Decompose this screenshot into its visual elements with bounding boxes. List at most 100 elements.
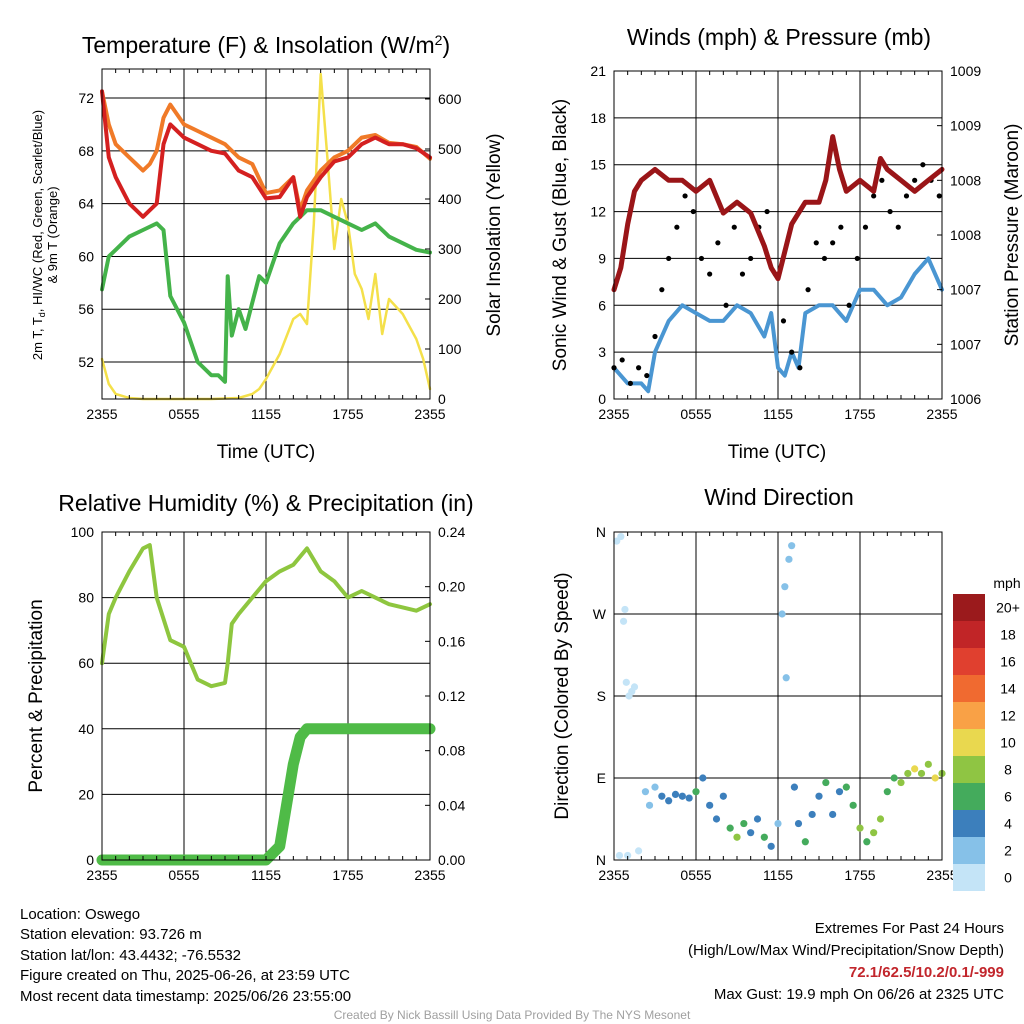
colorbar-label: 14 — [1000, 681, 1016, 697]
direction-point — [641, 788, 650, 796]
created-text: Figure created on Thu, 2025-06-26, at 23… — [20, 967, 350, 985]
colorbar-swatch — [953, 783, 985, 810]
winds-y2tick-label: 1007 — [950, 336, 981, 352]
rh-ytick-label: 80 — [78, 590, 94, 606]
temp-xtick-label: 2355 — [86, 406, 117, 422]
colorbar-swatch — [953, 810, 985, 837]
gust-point — [780, 318, 787, 324]
winds-ytick-label: 15 — [590, 157, 606, 173]
gust-point — [707, 271, 713, 277]
colorbar-label: 20+ — [996, 600, 1020, 616]
direction-point — [622, 678, 630, 686]
temp-xtick-label: 0555 — [168, 406, 199, 422]
gust-point — [644, 372, 650, 379]
direction-point — [785, 555, 793, 563]
temp-ytick-label: 56 — [78, 301, 94, 317]
temp-grid — [101, 69, 431, 399]
direction-point — [733, 833, 741, 841]
winds-panel: Winds (mph) & Pressure (mb) 2355 0555 1155… — [550, 24, 1023, 463]
colorbar-label: 4 — [1004, 816, 1012, 832]
direction-panel: Wind Direction 2355 0555 1155 1755 2355NESWN… — [552, 484, 1021, 891]
gust-point — [920, 162, 926, 168]
rh-y2tick-label: 0.16 — [438, 633, 465, 649]
winds-xtick-label: 2355 — [926, 406, 957, 422]
rh-series-rh — [100, 543, 432, 689]
location-text: Location: Oswego — [20, 906, 141, 923]
colorbar-swatch — [953, 621, 985, 648]
direction-title: Wind Direction — [704, 484, 854, 510]
gust-point — [739, 271, 746, 277]
temp-ytick-label: 64 — [78, 196, 94, 212]
gust-point — [731, 224, 737, 230]
winds-y2tick-label: 1006 — [950, 391, 981, 407]
rh-panel: Relative Humidity (%) & Precipitation (i… — [26, 490, 474, 883]
colorbar-label: 10 — [1000, 735, 1016, 751]
gust-point — [636, 365, 642, 371]
direction-point — [726, 824, 734, 832]
gust-point — [690, 208, 696, 215]
direction-ytick-label: N — [596, 852, 606, 868]
gust-point — [895, 224, 901, 230]
gust-point — [879, 177, 885, 183]
winds-ylabel-right: Station Pressure (Maroon) — [1002, 124, 1023, 347]
winds-y2tick-label: 1009 — [950, 118, 981, 134]
rh-series-precip — [96, 723, 436, 866]
direction-ytick-label: S — [597, 688, 606, 704]
direction-grid — [613, 531, 943, 861]
rh-ylabel: Percent & Precipitation — [26, 599, 47, 792]
direction-point — [712, 815, 721, 823]
gust-point — [666, 255, 672, 262]
speed-colorbar: 20+ 18 16 14 12 10 8 6 4 2 0 — [953, 594, 1020, 891]
colorbar-label: 18 — [1000, 627, 1016, 643]
direction-point — [788, 542, 796, 550]
gust-point — [805, 287, 811, 293]
temp-series-t9m — [100, 89, 432, 213]
direction-point — [651, 783, 659, 791]
direction-point — [719, 792, 727, 800]
direction-xtick-label: 1155 — [763, 867, 793, 883]
colorbar-swatch — [953, 756, 985, 783]
winds-ticks: 2355 0555 1155 1755 235503691215182110061007… — [590, 63, 981, 422]
gust-point — [936, 193, 942, 199]
winds-ytick-label: 18 — [590, 110, 606, 126]
rh-xtick-label: 1155 — [251, 867, 281, 883]
direction-point — [747, 829, 755, 837]
rh-ytick-label: 0 — [86, 852, 94, 868]
direction-point — [774, 819, 782, 828]
direction-point — [897, 778, 905, 787]
direction-point — [782, 674, 790, 682]
direction-point — [815, 792, 823, 800]
rh-ticks: 2355 0555 1155 1755 23550204060801000.000.04… — [71, 524, 466, 883]
colorbar-swatch — [953, 729, 985, 756]
gust-point — [871, 193, 877, 199]
gust-point — [797, 365, 803, 371]
direction-series — [613, 532, 946, 860]
rh-xtick-label: 2355 — [414, 867, 445, 883]
winds-xtick-label: 2355 — [598, 406, 629, 422]
elevation-text: Station elevation: 93.726 m — [20, 926, 202, 944]
direction-point — [870, 829, 878, 837]
extremes-title: Extremes For Past 24 Hours — [814, 920, 1004, 937]
winds-y2tick-label: 1008 — [950, 172, 981, 188]
gust-point — [846, 302, 852, 308]
direction-point — [630, 683, 639, 691]
temp-xtick-label: 2355 — [414, 406, 445, 422]
gust-point — [854, 255, 860, 262]
temp-panel: Temperature (F) & Insolation (W/m2) 2355… — [30, 32, 505, 463]
direction-point — [842, 783, 850, 791]
direction-point — [924, 760, 932, 768]
direction-point — [692, 788, 700, 796]
direction-point — [781, 583, 789, 591]
latlon-text: Station lat/lon: 43.4432; -76.5532 — [20, 946, 242, 964]
direction-point — [801, 838, 809, 846]
rh-xtick-label: 0555 — [168, 867, 199, 883]
colorbar-unit: mph — [993, 575, 1020, 591]
winds-ytick-label: 9 — [598, 250, 606, 266]
gust-point — [698, 255, 705, 262]
direction-ytick-label: E — [597, 770, 606, 786]
direction-xtick-label: 1755 — [844, 867, 875, 883]
rh-y2tick-label: 0.24 — [438, 524, 465, 540]
max-gust-text: Max Gust: 19.9 mph On 06/26 at 2325 UTC — [713, 986, 1004, 1003]
rh-y2tick-label: 0.12 — [438, 688, 465, 704]
